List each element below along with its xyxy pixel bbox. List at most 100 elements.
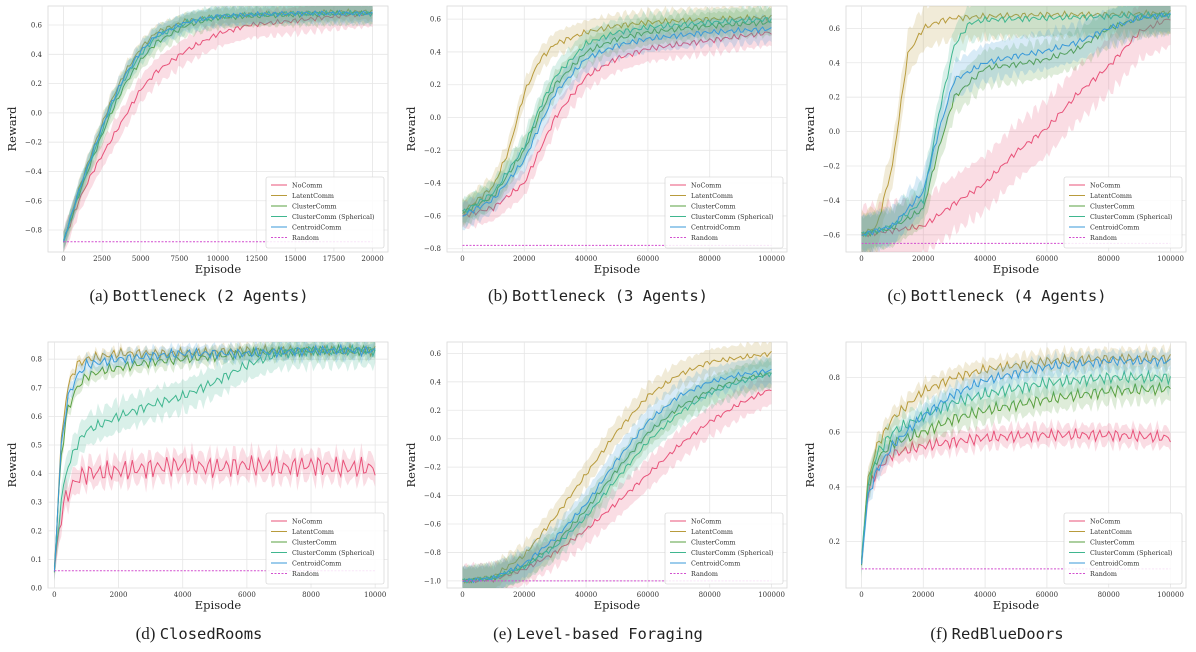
legend-label-random: Random [1090, 570, 1117, 578]
y-tick-label: −0.6 [424, 521, 442, 529]
x-tick-label: 5000 [132, 255, 150, 263]
band-nocomm [861, 6, 1171, 252]
chart-e-svg: 0 20000 40000 60000 80000 100000 −1.0 −0.8 −0.6 −… [404, 341, 788, 612]
x-tick-label: 20000 [912, 255, 934, 263]
legend-box [664, 512, 784, 585]
band-clustercomm-spherical [54, 342, 376, 582]
x-tick-label: 20000 [513, 591, 535, 599]
x-tick-label: 60000 [637, 591, 659, 599]
legend-label-centroidcomm: CentroidComm [691, 223, 740, 231]
y-tick-label: −0.2 [823, 162, 840, 170]
x-tick-label: 80000 [1098, 591, 1120, 599]
x-axis-label: Episode [993, 598, 1040, 612]
legend-label-random: Random [1090, 234, 1117, 242]
legend-label-clustercomm: ClusterComm [292, 202, 337, 210]
legend-label-nocomm: NoComm [292, 517, 322, 525]
band-latentcomm [861, 343, 1171, 570]
legend: NoComm LatentComm ClusterComm ClusterComm (… [664, 512, 784, 585]
legend-label-clustercomm: ClusterComm [691, 202, 736, 210]
series-line-clustercomm-spherical [462, 16, 772, 214]
legend: NoComm LatentComm ClusterComm ClusterComm (… [664, 176, 784, 249]
legend-label-random: Random [691, 570, 718, 578]
y-tick-label: −0.2 [25, 139, 42, 147]
y-tick-label: −0.4 [424, 180, 442, 188]
caption-a-label: (a) [89, 286, 109, 305]
x-tick-label: 20000 [361, 255, 383, 263]
y-tick-label: 0.2 [31, 80, 42, 88]
legend-label-centroidcomm: CentroidComm [292, 559, 341, 567]
band-clustercomm [861, 370, 1171, 579]
y-tick-label: 0.4 [31, 51, 43, 59]
band-clustercomm-spherical [861, 359, 1171, 571]
y-tick-label: 0.3 [31, 499, 42, 507]
legend-label-nocomm: NoComm [1090, 517, 1120, 525]
series-line-clustercomm-spherical [861, 11, 1171, 238]
caption-e-title: Level-based Foraging [516, 625, 703, 643]
y-tick-label: −0.6 [25, 197, 43, 205]
x-tick-label: 100000 [758, 255, 785, 263]
band-nocomm [54, 441, 376, 581]
legend-label-centroidcomm: CentroidComm [1090, 559, 1139, 567]
x-tick-label: 2500 [93, 255, 111, 263]
chart-b-svg: 0 20000 40000 60000 80000 100000 −0.8 −0.6 −0.4 −… [404, 5, 788, 276]
legend-label-clustercomm-spherical: ClusterComm (Spherical) [691, 549, 774, 557]
legend-label-clustercomm-spherical: ClusterComm (Spherical) [1090, 549, 1173, 557]
chart-panel-d: 0 2000 4000 6000 8000 10000 0.0 0.1 0.2 0.3 0.4 0.5… [0, 336, 398, 652]
series-line-centroidcomm [462, 26, 772, 217]
y-axis-label: Reward [803, 106, 817, 152]
legend-label-latentcomm: LatentComm [292, 528, 334, 536]
y-tick-label: −0.6 [823, 231, 841, 239]
legend: NoComm LatentComm ClusterComm ClusterComm (… [1063, 512, 1183, 585]
x-tick-label: 80000 [1098, 255, 1120, 263]
series-line-centroidcomm [63, 9, 373, 243]
legend-box [265, 512, 385, 585]
x-tick-label: 8000 [302, 591, 320, 599]
x-tick-label: 100000 [1157, 591, 1184, 599]
x-axis-label: Episode [594, 262, 641, 276]
y-tick-label: 0.8 [829, 374, 840, 382]
chart-panel-c: 0 20000 40000 60000 80000 100000 −0.6 −0.4 −0.2 0… [798, 0, 1196, 320]
caption-b: (b) Bottleneck (3 Agents) [399, 286, 797, 306]
caption-a-title: Bottleneck (2 Agents) [112, 287, 309, 305]
legend-label-centroidcomm: CentroidComm [1090, 223, 1139, 231]
caption-f-title: RedBlueDoors [951, 625, 1064, 643]
chart-f-svg: 0 20000 40000 60000 80000 100000 0.2 0.4 0.6 0.8 E… [803, 341, 1187, 612]
x-tick-label: 40000 [974, 255, 996, 263]
x-tick-label: 60000 [1036, 255, 1058, 263]
legend-label-clustercomm: ClusterComm [1090, 202, 1135, 210]
legend: NoComm LatentComm ClusterComm ClusterComm (… [265, 176, 385, 249]
series-line-latentcomm [462, 13, 772, 215]
y-tick-label: 0.8 [31, 356, 42, 364]
x-tick-label: 20000 [912, 591, 934, 599]
y-axis-label: Reward [5, 106, 19, 152]
legend-label-nocomm: NoComm [691, 181, 721, 189]
band-centroidcomm [462, 13, 772, 231]
x-tick-label: 10000 [207, 255, 229, 263]
legend-label-latentcomm: LatentComm [691, 192, 733, 200]
x-tick-label: 6000 [238, 591, 256, 599]
series-line-nocomm [53, 454, 376, 571]
series-line-centroidcomm [861, 12, 1171, 236]
y-tick-label: 0.4 [829, 59, 841, 67]
legend-label-centroidcomm: CentroidComm [691, 559, 740, 567]
chart-panel-e: 0 20000 40000 60000 80000 100000 −1.0 −0.8 −0.6 −… [399, 336, 797, 652]
y-tick-label: 0.4 [31, 470, 43, 478]
caption-f-label: (f) [930, 624, 948, 643]
y-tick-label: −1.0 [424, 577, 441, 585]
y-tick-label: 0.4 [829, 483, 841, 491]
legend-label-clustercomm-spherical: ClusterComm (Spherical) [691, 213, 774, 221]
caption-f: (f) RedBlueDoors [798, 624, 1196, 644]
y-tick-label: −0.4 [424, 492, 442, 500]
series-group [462, 342, 772, 588]
x-tick-label: 20000 [513, 255, 535, 263]
series-line-clustercomm [462, 19, 772, 214]
series-group [861, 343, 1171, 579]
series-line-centroidcomm [861, 354, 1171, 565]
x-axis-label: Episode [195, 598, 242, 612]
series-line-nocomm [861, 427, 1171, 564]
band-clustercomm-spherical [861, 6, 1171, 252]
y-tick-label: 0.6 [430, 16, 442, 24]
y-tick-label: 0.6 [31, 22, 43, 30]
chart-a-svg: 0 2500 5000 7500 10000 12500 15000 17500 20000 −0… [5, 5, 389, 276]
band-latentcomm [861, 6, 1171, 252]
